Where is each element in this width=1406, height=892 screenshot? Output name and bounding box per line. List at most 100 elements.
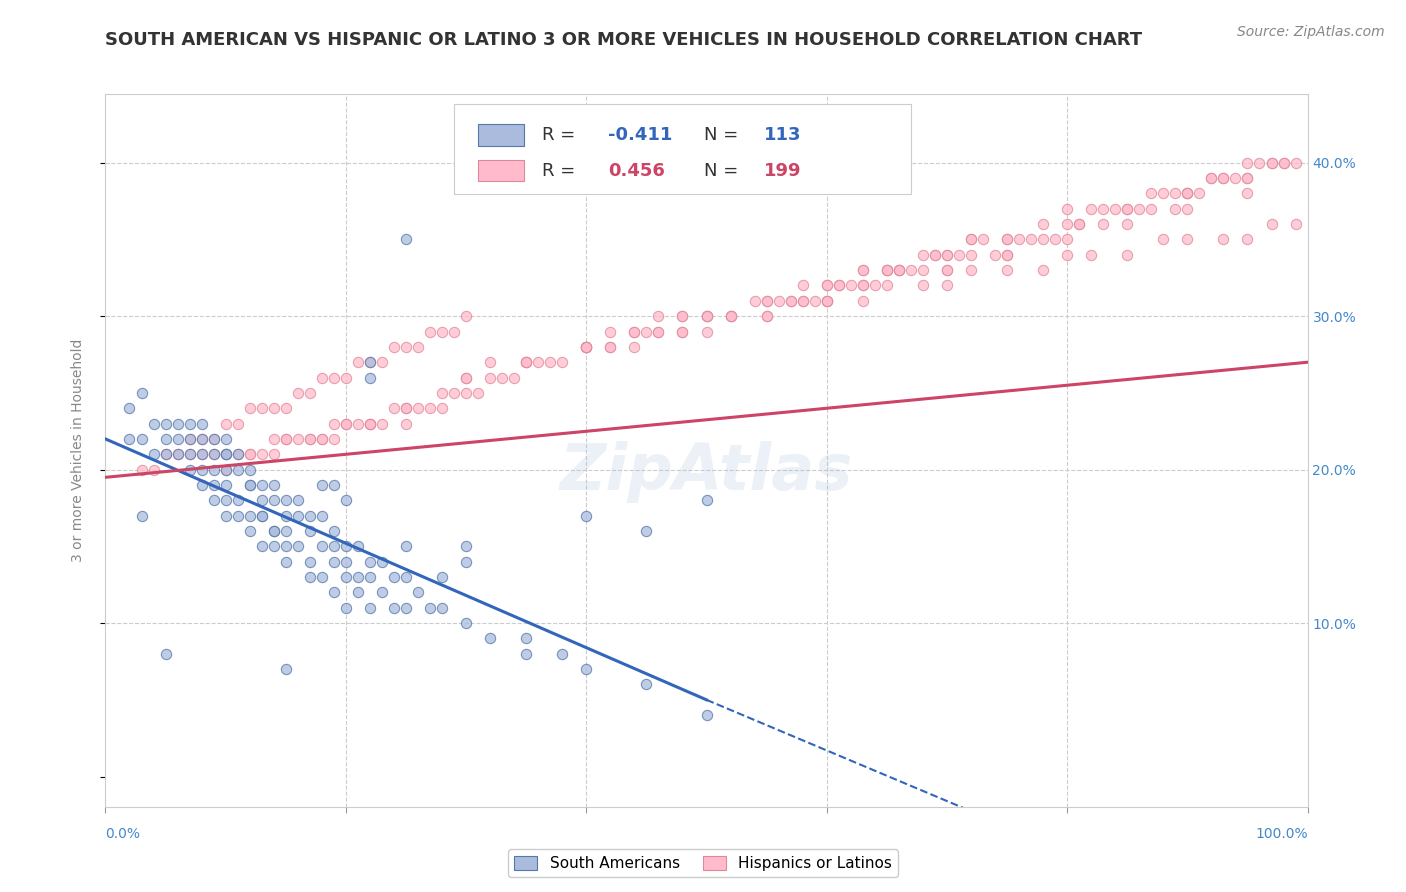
Point xyxy=(274,432,297,446)
Legend: South Americans, Hispanics or Latinos: South Americans, Hispanics or Latinos xyxy=(509,849,897,877)
Point xyxy=(876,278,898,293)
Point xyxy=(575,340,598,354)
Point xyxy=(792,293,814,308)
Point xyxy=(960,232,983,246)
Point xyxy=(936,248,959,262)
Point xyxy=(768,293,790,308)
Point xyxy=(1128,202,1150,216)
Point xyxy=(359,570,381,584)
Point xyxy=(515,647,537,661)
Point xyxy=(298,555,321,569)
Point xyxy=(623,325,645,339)
Point xyxy=(527,355,550,369)
Point xyxy=(671,309,693,323)
Point xyxy=(250,447,273,461)
Point xyxy=(322,555,344,569)
Point xyxy=(1212,171,1234,186)
Point xyxy=(887,263,910,277)
Point xyxy=(274,493,297,508)
Point xyxy=(226,417,249,431)
Point xyxy=(1260,155,1282,169)
Point xyxy=(155,647,177,661)
Point xyxy=(936,248,959,262)
Point xyxy=(395,540,418,554)
Point xyxy=(335,570,357,584)
Point xyxy=(647,309,669,323)
Point xyxy=(828,278,851,293)
Point xyxy=(250,401,273,416)
Point xyxy=(720,309,742,323)
Point xyxy=(1236,171,1258,186)
Point xyxy=(190,417,212,431)
Point xyxy=(311,570,333,584)
Point xyxy=(696,309,718,323)
Point xyxy=(311,540,333,554)
Point xyxy=(131,508,153,523)
Point xyxy=(1236,171,1258,186)
Point xyxy=(984,248,1007,262)
Point xyxy=(335,555,357,569)
Point xyxy=(1056,232,1078,246)
Point xyxy=(406,340,429,354)
Point xyxy=(1201,171,1223,186)
Point xyxy=(371,417,394,431)
Point xyxy=(226,493,249,508)
Point xyxy=(214,447,236,461)
Point xyxy=(454,370,477,384)
Point xyxy=(226,508,249,523)
Point xyxy=(371,355,394,369)
Point xyxy=(263,401,285,416)
Point xyxy=(1092,202,1115,216)
Point xyxy=(239,447,262,461)
FancyBboxPatch shape xyxy=(454,104,911,194)
Point xyxy=(1272,155,1295,169)
Point xyxy=(792,293,814,308)
Point xyxy=(887,263,910,277)
Y-axis label: 3 or more Vehicles in Household: 3 or more Vehicles in Household xyxy=(70,339,84,562)
Point xyxy=(322,540,344,554)
Point xyxy=(1175,232,1198,246)
Point xyxy=(995,248,1018,262)
Point xyxy=(131,463,153,477)
Point xyxy=(479,632,502,646)
Point xyxy=(371,585,394,599)
Point xyxy=(491,370,513,384)
Point xyxy=(406,585,429,599)
Point xyxy=(479,355,502,369)
Point xyxy=(347,585,370,599)
Point xyxy=(274,524,297,538)
Point xyxy=(1116,202,1139,216)
Point xyxy=(911,263,934,277)
Point xyxy=(696,309,718,323)
Point xyxy=(1043,232,1066,246)
Point xyxy=(1175,186,1198,201)
Point xyxy=(347,570,370,584)
Point xyxy=(515,632,537,646)
Point xyxy=(250,508,273,523)
Point xyxy=(1201,171,1223,186)
Point xyxy=(876,263,898,277)
Point xyxy=(118,432,141,446)
Point xyxy=(960,248,983,262)
Point xyxy=(202,463,225,477)
Point xyxy=(179,432,201,446)
Point xyxy=(274,662,297,676)
Point xyxy=(720,309,742,323)
Point xyxy=(623,340,645,354)
Point xyxy=(214,447,236,461)
Point xyxy=(647,325,669,339)
Point xyxy=(287,432,309,446)
Point xyxy=(538,355,561,369)
Point xyxy=(1175,202,1198,216)
Point xyxy=(322,432,344,446)
Point xyxy=(142,447,165,461)
Point xyxy=(960,232,983,246)
Point xyxy=(347,355,370,369)
Point xyxy=(924,248,946,262)
Point xyxy=(1116,217,1139,231)
Text: R =: R = xyxy=(541,126,581,144)
Point xyxy=(395,232,418,246)
Point xyxy=(202,432,225,446)
Point xyxy=(395,417,418,431)
Point xyxy=(406,401,429,416)
